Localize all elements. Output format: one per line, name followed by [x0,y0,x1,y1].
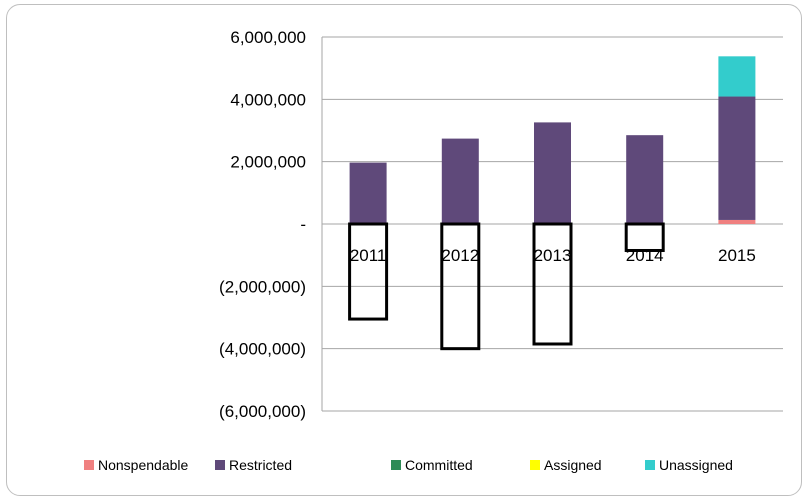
y-tick-label: (2,000,000) [219,277,306,296]
legend-swatch-nonspendable [84,460,94,470]
bar-unassigned-2012 [440,222,481,351]
bar-unassigned-2013 [532,222,573,346]
gridlines [321,36,783,412]
y-tick-label: (6,000,000) [219,402,306,421]
chart-frame [6,4,802,496]
bar-restricted-2013 [534,122,571,224]
x-tick-label-2012: 2012 [441,246,479,265]
x-tick-label-2013: 2013 [534,246,572,265]
legend-label-committed: Committed [405,457,473,473]
bar-restricted-2012 [441,138,479,224]
x-axis-category-labels: 2011 2012 2013 2014 2015 [350,246,756,265]
legend-swatch-unassigned [645,460,655,470]
y-tick-label: (4,000,000) [219,340,306,359]
bar-unassigned-2015 [718,56,756,97]
legend-swatch-committed [391,460,401,470]
legend-label-unassigned: Unassigned [659,457,733,473]
x-tick-label-2014: 2014 [626,246,664,265]
legend-label-assigned: Assigned [544,457,602,473]
legend-label-nonspendable: Nonspendable [98,457,189,473]
bar-restricted-2014 [626,135,664,224]
y-tick-label: 4,000,000 [230,90,306,109]
legend-swatch-restricted [215,460,225,470]
bar-restricted-2011 [349,162,387,224]
y-tick-label: 2,000,000 [230,153,306,172]
legend-label-restricted: Restricted [229,457,292,473]
bar-unassigned-2011 [348,222,389,321]
y-tick-label: - [300,215,306,234]
legend-swatch-assigned [530,460,540,470]
bar-restricted-2015 [718,96,756,220]
x-tick-label-2011: 2011 [350,246,387,265]
y-axis-tick-labels: 6,000,000 4,000,000 2,000,000 - (2,000,000) (… [219,28,306,421]
legend: Nonspendable Restricted Committed Assigned U… [84,457,733,473]
y-tick-label: 6,000,000 [230,28,306,47]
bars [348,56,756,351]
bar-unassigned-2014 [624,222,665,252]
bar-nonspendable-2015 [718,219,756,224]
x-tick-label-2015: 2015 [718,246,756,265]
